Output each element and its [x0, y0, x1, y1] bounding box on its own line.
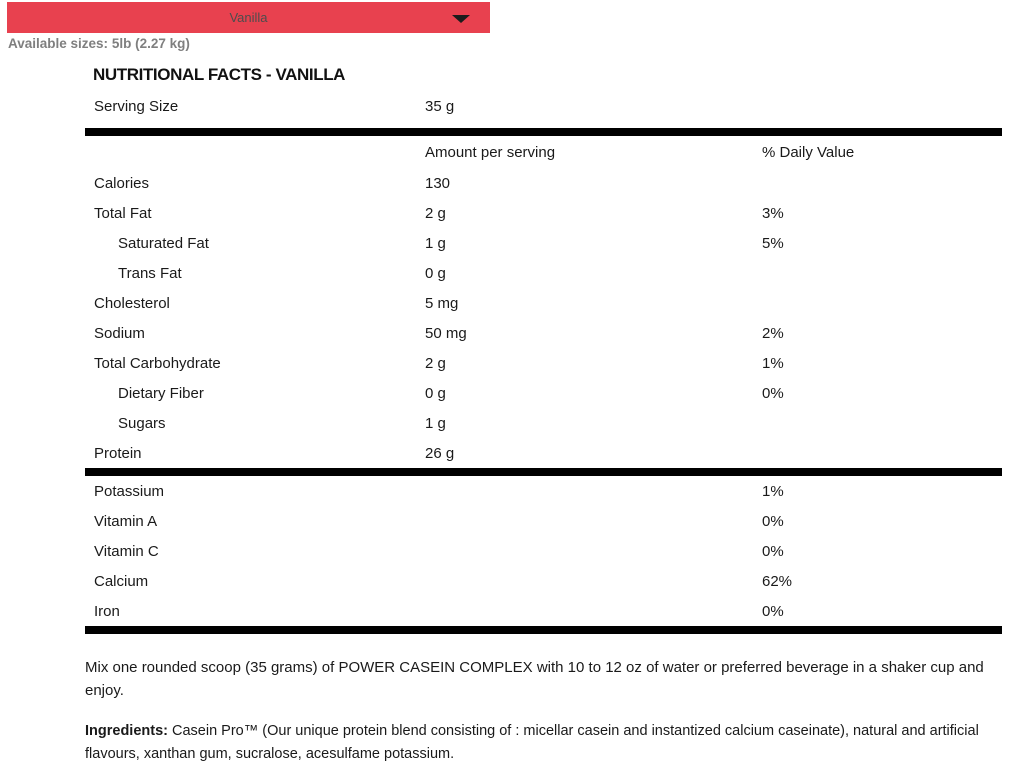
- directions-text: Mix one rounded scoop (35 grams) of POWE…: [85, 659, 984, 699]
- nutrition-panel: NUTRITIONAL FACTS - VANILLA Serving Size…: [85, 60, 1002, 766]
- nutrient-label: Iron: [94, 602, 120, 620]
- nutrient-daily-value: 5%: [762, 234, 784, 252]
- nutrition-row: Total Carbohydrate 2 g 1%: [85, 348, 1002, 378]
- nutrient-daily-value: 1%: [762, 482, 784, 500]
- nutrition-row: Cholesterol 5 mg: [85, 288, 1002, 318]
- nutrition-row: Potassium 1%: [85, 476, 1002, 506]
- divider-bar-bottom: [85, 626, 1002, 634]
- nutrient-amount: 130: [425, 174, 451, 192]
- nutrient-label: Total Fat: [94, 204, 152, 222]
- nutrient-daily-value: 62%: [762, 572, 793, 590]
- ingredients-label: Ingredients:: [85, 723, 168, 739]
- nutrient-label: Vitamin C: [94, 542, 159, 560]
- nutrient-label: Sugars: [118, 414, 166, 432]
- nutrient-daily-value: 0%: [762, 512, 784, 530]
- nutrient-daily-value: 0%: [762, 384, 784, 402]
- available-sizes: Available sizes: 5lb (2.27 kg): [8, 36, 190, 51]
- available-sizes-label: Available sizes:: [8, 36, 109, 51]
- ingredients-text: Ingredients: Casein Pro™ (Our unique pro…: [85, 720, 990, 766]
- divider-bar-middle: [85, 468, 1002, 476]
- flavor-dropdown[interactable]: Vanilla: [7, 2, 490, 33]
- chevron-down-icon: [452, 15, 470, 23]
- column-header-amount: Amount per serving: [425, 143, 556, 161]
- nutrient-amount: 0 g: [425, 384, 446, 402]
- nutrient-daily-value: 0%: [762, 542, 784, 560]
- serving-size-value: 35 g: [425, 97, 455, 115]
- nutrient-amount: 1 g: [425, 234, 446, 252]
- nutrient-daily-value: 2%: [762, 324, 784, 342]
- column-header-daily-value: % Daily Value: [762, 143, 855, 161]
- micronutrient-rows: Potassium 1% Vitamin A 0% Vitamin C 0% Calcium…: [85, 476, 1002, 626]
- nutrient-amount: 5 mg: [425, 294, 459, 312]
- nutrient-label: Saturated Fat: [118, 234, 209, 252]
- nutrition-row: Protein 26 g: [85, 438, 1002, 468]
- macronutrient-rows: Calories 130 Total Fat 2 g 3% Saturated Fat 1 …: [85, 168, 1002, 468]
- nutrition-row: Iron 0%: [85, 596, 1002, 626]
- nutrient-amount: 1 g: [425, 414, 446, 432]
- nutrition-row: Total Fat 2 g 3%: [85, 198, 1002, 228]
- nutrition-row: Sodium 50 mg 2%: [85, 318, 1002, 348]
- nutrient-label: Dietary Fiber: [118, 384, 204, 402]
- nutrition-row: Dietary Fiber 0 g 0%: [85, 378, 1002, 408]
- nutrient-daily-value: 0%: [762, 602, 784, 620]
- nutrition-row: Saturated Fat 1 g 5%: [85, 228, 1002, 258]
- divider-bar-top: [85, 128, 1002, 136]
- nutrient-label: Cholesterol: [94, 294, 170, 312]
- nutrient-label: Calcium: [94, 572, 149, 590]
- nutrient-label: Sodium: [94, 324, 145, 342]
- table-header-row: Amount per serving % Daily Value: [85, 136, 1002, 168]
- nutrient-label: Potassium: [94, 482, 165, 500]
- nutrient-daily-value: 3%: [762, 204, 784, 222]
- nutrient-amount: 0 g: [425, 264, 446, 282]
- nutrient-label: Total Carbohydrate: [94, 354, 221, 372]
- nutrition-title: NUTRITIONAL FACTS - VANILLA: [93, 65, 346, 84]
- nutrient-amount: 50 mg: [425, 324, 467, 342]
- nutrient-amount: 2 g: [425, 354, 446, 372]
- nutrition-row: Sugars 1 g: [85, 408, 1002, 438]
- nutrient-label: Protein: [94, 444, 142, 462]
- nutrition-row: Vitamin C 0%: [85, 536, 1002, 566]
- nutrition-row: Vitamin A 0%: [85, 506, 1002, 536]
- nutrient-label: Vitamin A: [94, 512, 158, 530]
- flavor-dropdown-selected-value: Vanilla: [229, 10, 268, 25]
- serving-size-label: Serving Size: [94, 97, 179, 115]
- serving-size-row: Serving Size 35 g: [85, 90, 1002, 122]
- nutrition-row: Calories 130: [85, 168, 1002, 198]
- nutrient-label: Calories: [94, 174, 150, 192]
- nutrition-row: Calcium 62%: [85, 566, 1002, 596]
- nutrient-amount: 26 g: [425, 444, 455, 462]
- nutrient-label: Trans Fat: [118, 264, 182, 282]
- nutrition-row: Trans Fat 0 g: [85, 258, 1002, 288]
- nutrient-daily-value: 1%: [762, 354, 784, 372]
- available-sizes-value: 5lb (2.27 kg): [111, 36, 190, 51]
- nutrient-amount: 2 g: [425, 204, 446, 222]
